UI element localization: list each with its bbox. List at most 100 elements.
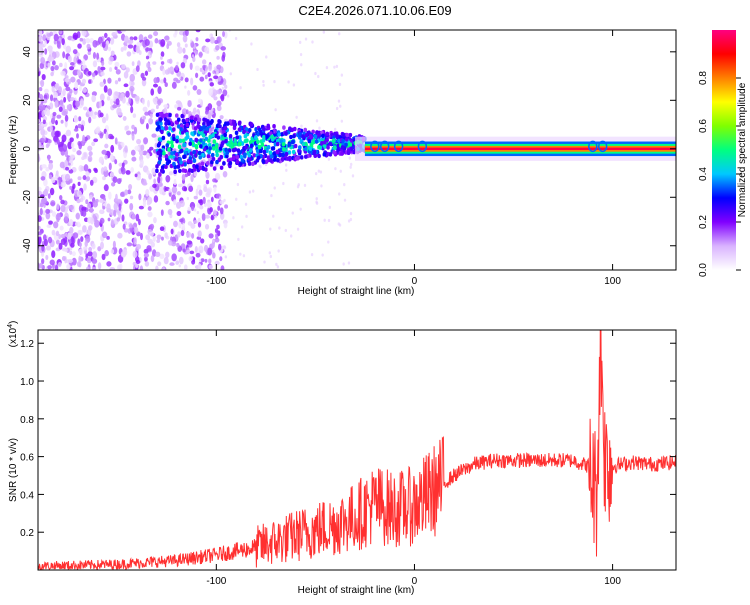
spectrogram-cell xyxy=(190,39,193,43)
spectrogram-cell xyxy=(229,72,232,76)
spectrogram-cell xyxy=(62,88,66,97)
spectrogram-cell xyxy=(349,211,353,216)
spectrogram-cell xyxy=(38,225,41,230)
spectrogram-cell xyxy=(197,117,202,122)
spectrogram-cell xyxy=(86,257,92,264)
spectrogram-cell xyxy=(159,168,164,173)
spectrogram-cell xyxy=(342,262,345,266)
spectrogram-cell xyxy=(175,139,179,144)
spectrogram-cell xyxy=(63,96,67,103)
spectrogram-cell xyxy=(333,145,337,151)
spectrogram-cell xyxy=(188,159,193,165)
spectrogram-cell xyxy=(249,143,254,148)
spectrogram-cell xyxy=(106,96,111,101)
spectrogram-cell xyxy=(162,68,166,76)
spectrogram-cell xyxy=(47,62,51,68)
spectrogram-cell xyxy=(249,122,254,127)
spectrogram-cell xyxy=(340,119,344,123)
spectrogram-cell xyxy=(67,141,73,150)
spectrogram-cell xyxy=(156,104,159,110)
spectrogram-cell xyxy=(173,169,177,175)
spectrogram-cell xyxy=(99,209,104,214)
spectrogram-cell xyxy=(73,56,77,65)
spectrogram-cell xyxy=(123,83,129,88)
spectrogram-cell xyxy=(307,139,312,144)
spectrogram-cell xyxy=(93,138,99,143)
spectrogram-cell xyxy=(155,164,159,169)
signal-blip xyxy=(379,140,390,153)
spectrogram-cell xyxy=(72,49,78,55)
spectrogram-cell xyxy=(311,139,316,145)
spectrogram-cell xyxy=(199,76,205,82)
spectrogram-cell xyxy=(131,124,135,130)
spectrogram-cell xyxy=(42,104,46,111)
spectrogram-cell xyxy=(220,46,227,51)
spectrogram-cell xyxy=(183,186,188,192)
spectrogram-cell xyxy=(145,47,151,52)
spectrogram-cell xyxy=(69,137,74,143)
snr-xtick-label: 100 xyxy=(604,576,621,587)
spectrogram-cell xyxy=(312,151,316,156)
spectrogram-cell xyxy=(107,77,112,84)
spectrogram-cell xyxy=(171,186,178,194)
snr-ytick-label: 0.2 xyxy=(20,528,34,539)
spectrogram-cell xyxy=(95,198,99,203)
spectrogram-cell xyxy=(339,169,342,173)
spectrogram-cell xyxy=(206,50,210,54)
spectrogram-cell xyxy=(182,47,186,54)
spectrogram-cell xyxy=(289,134,293,140)
spectrogram-cell xyxy=(149,113,153,119)
spectrogram-frame xyxy=(37,29,677,271)
spectrogram-cell xyxy=(182,222,186,230)
spectrogram-cell xyxy=(240,158,245,163)
spectrogram-cell xyxy=(47,139,52,144)
spectrogram-cell xyxy=(164,153,169,159)
spectrogram-cell xyxy=(282,147,286,152)
spectrogram-cell xyxy=(89,194,93,200)
spectrogram-cell xyxy=(232,216,235,220)
spectrogram-cell xyxy=(160,61,165,65)
spectrogram-cell xyxy=(48,162,54,170)
spectrogram-cell xyxy=(118,144,122,151)
spectrogram-cell xyxy=(195,188,199,197)
spectrogram-cell xyxy=(277,132,281,137)
spectrogram-cell xyxy=(82,58,86,66)
spectrogram-cell xyxy=(208,258,212,264)
spectrogram-cell xyxy=(243,134,248,139)
spectrogram-cell xyxy=(108,191,112,200)
spectrogram-cell xyxy=(109,67,113,72)
spectrogram-cell xyxy=(204,223,210,230)
spectrogram-cell xyxy=(215,152,219,158)
spectrogram-cell xyxy=(254,135,258,140)
spectrogram-cell xyxy=(214,215,218,219)
spectrogram-cell xyxy=(272,151,277,156)
spectrogram-cell xyxy=(193,171,198,177)
spectrogram-cell xyxy=(62,51,66,59)
spectrogram-cell xyxy=(86,202,92,209)
spectrogram-cell xyxy=(115,98,120,106)
spectrogram-cell xyxy=(71,251,76,257)
spectrogram-cell xyxy=(195,164,199,169)
spectrogram-cell xyxy=(131,81,135,86)
spectrogram-cell xyxy=(205,214,211,219)
spectrogram-cell xyxy=(179,134,183,138)
spectrogram-cell xyxy=(213,186,217,193)
spectrogram-cell xyxy=(299,52,303,57)
spectrogram-cell xyxy=(114,91,120,96)
spectrogram-cell xyxy=(135,213,140,222)
spectrogram-cell xyxy=(76,133,79,139)
spectrogram-cell xyxy=(149,146,154,151)
spectrogram-cell xyxy=(124,145,128,153)
spectrogram-cell xyxy=(333,65,336,69)
spectrogram-cell xyxy=(199,205,204,210)
spectrogram-cell xyxy=(211,156,216,162)
spectrogram-cell xyxy=(344,142,348,147)
spectrogram-cell xyxy=(209,82,215,87)
spectrogram-cell xyxy=(51,129,56,138)
spectrogram-cell xyxy=(168,126,172,131)
spectrogram-cell xyxy=(161,135,166,141)
spectrogram-cell xyxy=(282,125,286,130)
spectrogram-cell xyxy=(81,206,87,212)
spectrogram-cell xyxy=(131,133,135,141)
